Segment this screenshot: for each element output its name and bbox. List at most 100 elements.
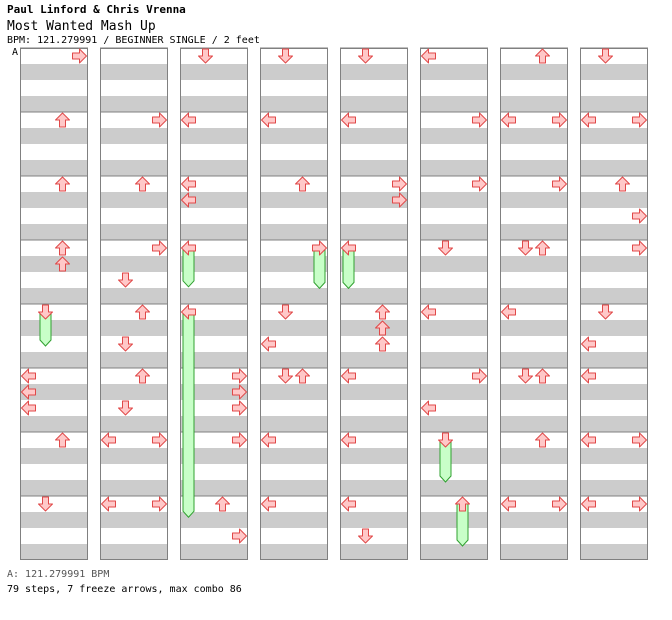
step-arrow-down [278, 368, 293, 384]
step-arrow-right [632, 112, 647, 128]
step-arrow-right [472, 176, 487, 192]
beat-band [340, 288, 408, 304]
column-border [180, 48, 248, 560]
beat-band [500, 160, 568, 176]
beat-band [180, 192, 248, 208]
step-arrow-right [232, 528, 247, 544]
beat-band [420, 96, 488, 112]
beat-band [180, 320, 248, 336]
step-arrow-down [598, 48, 613, 64]
step-arrow-up [375, 336, 390, 352]
beat-band [20, 480, 88, 496]
chart-column [340, 47, 408, 560]
column-border [500, 48, 568, 560]
song-artist: Paul Linford & Chris Vrenna [7, 3, 186, 16]
beat-band [180, 480, 248, 496]
beat-band [180, 96, 248, 112]
chart-column [180, 47, 248, 560]
step-arrow-left [421, 304, 436, 320]
beat-band [420, 320, 488, 336]
beat-band [500, 224, 568, 240]
beat-band [500, 96, 568, 112]
step-arrow-down [598, 304, 613, 320]
step-arrow-down [38, 496, 53, 512]
beat-band [420, 544, 488, 560]
step-arrow-right [152, 496, 167, 512]
step-arrow-left [341, 240, 356, 256]
beat-band [500, 256, 568, 272]
beat-band [20, 448, 88, 464]
beat-band [100, 480, 168, 496]
step-arrow-up [55, 240, 70, 256]
beat-band [260, 256, 328, 272]
beat-band [500, 416, 568, 432]
beat-band [260, 128, 328, 144]
arrow-layer [21, 48, 647, 544]
step-arrow-up [135, 368, 150, 384]
column-border [340, 48, 408, 560]
beat-band [20, 416, 88, 432]
beat-band [100, 128, 168, 144]
beat-band [340, 512, 408, 528]
beat-band [580, 160, 648, 176]
beat-band [180, 352, 248, 368]
beat-band [500, 480, 568, 496]
beat-band [580, 416, 648, 432]
step-arrow-down [198, 48, 213, 64]
beat-band [340, 320, 408, 336]
beat-band [100, 288, 168, 304]
step-arrow-left [101, 432, 116, 448]
chart-column [420, 47, 488, 560]
beat-band [340, 64, 408, 80]
step-arrow-left [341, 496, 356, 512]
beat-band [340, 480, 408, 496]
beat-band [100, 544, 168, 560]
beat-band [340, 160, 408, 176]
beat-band [180, 288, 248, 304]
step-arrow-down [118, 336, 133, 352]
footer-bpm: A: 121.279991 BPM [7, 569, 110, 580]
beat-band [260, 288, 328, 304]
step-arrow-up [375, 304, 390, 320]
beat-band [260, 352, 328, 368]
step-arrow-left [341, 112, 356, 128]
step-arrow-down [518, 368, 533, 384]
step-arrow-left [101, 496, 116, 512]
beat-band [180, 416, 248, 432]
step-arrow-right [392, 176, 407, 192]
step-arrow-down [438, 240, 453, 256]
step-arrow-left [261, 432, 276, 448]
step-arrow-right [152, 432, 167, 448]
step-arrow-down [358, 528, 373, 544]
step-arrow-up [455, 496, 470, 512]
beat-band [500, 352, 568, 368]
beat-band [420, 480, 488, 496]
step-arrow-up [135, 304, 150, 320]
column-border [260, 48, 328, 560]
chart-column [500, 47, 568, 560]
beat-band [500, 320, 568, 336]
beat-band [340, 544, 408, 560]
beat-band [20, 224, 88, 240]
beat-band [340, 224, 408, 240]
beat-band [100, 96, 168, 112]
beat-band [20, 160, 88, 176]
column-border [580, 48, 648, 560]
beat-band [20, 128, 88, 144]
beat-band [580, 384, 648, 400]
step-arrow-left [501, 304, 516, 320]
step-arrow-down [118, 400, 133, 416]
step-arrow-down [38, 304, 53, 320]
step-arrow-right [632, 240, 647, 256]
step-arrow-right [312, 240, 327, 256]
beat-band [340, 384, 408, 400]
footer-stats: 79 steps, 7 freeze arrows, max combo 86 [7, 584, 242, 595]
step-arrow-right [392, 192, 407, 208]
step-arrow-up [215, 496, 230, 512]
step-arrow-left [181, 240, 196, 256]
chart-info: BPM: 121.279991 / BEGINNER SINGLE / 2 fe… [7, 35, 260, 46]
beat-band [20, 544, 88, 560]
step-arrow-up [55, 432, 70, 448]
beat-band [580, 64, 648, 80]
step-arrow-right [232, 400, 247, 416]
